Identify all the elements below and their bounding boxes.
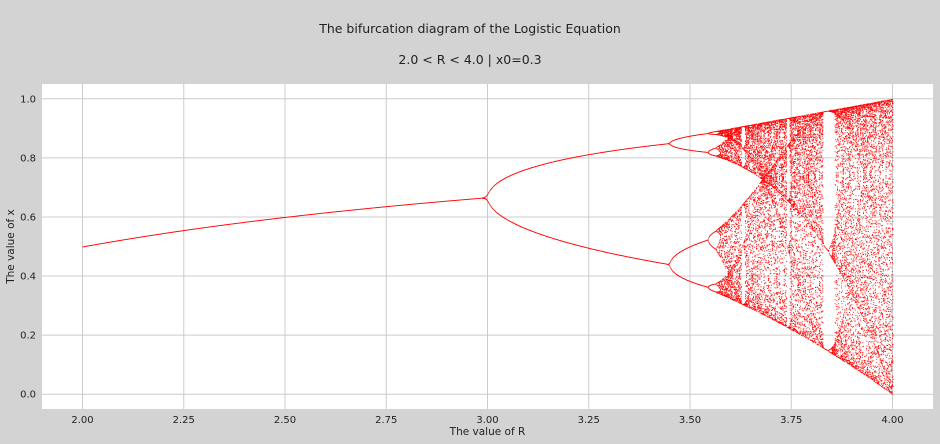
axis-ticks: 2.00 2.25 2.50 2.75 3.00 3.25 3.50 3.75 4.00 0.0 0… — [20, 94, 904, 426]
x-tick-label: 2.50 — [274, 415, 296, 426]
x-tick-label: 3.75 — [780, 415, 802, 426]
x-tick-label: 4.00 — [881, 415, 903, 426]
x-tick-label: 2.25 — [173, 415, 195, 426]
chart-subtitle: 2.0 < R < 4.0 | x0=0.3 — [398, 52, 542, 67]
y-tick-label: 1.0 — [20, 94, 36, 105]
y-axis-label: The value of x — [5, 209, 17, 285]
x-tick-label: 3.50 — [679, 415, 701, 426]
bifurcation-series — [82, 98, 894, 395]
x-axis-label: The value of R — [449, 426, 526, 438]
y-tick-label: 0.6 — [20, 212, 36, 223]
x-tick-label: 2.75 — [375, 415, 397, 426]
x-tick-label: 2.00 — [71, 415, 93, 426]
x-tick-label: 3.00 — [476, 415, 498, 426]
chart-title: The bifurcation diagram of the Logistic … — [319, 21, 621, 36]
y-tick-label: 0.2 — [20, 331, 36, 342]
y-tick-label: 0.0 — [20, 390, 36, 401]
x-tick-label: 3.25 — [578, 415, 600, 426]
grid-lines — [42, 84, 933, 409]
y-tick-label: 0.4 — [20, 272, 36, 283]
bifurcation-points — [82, 98, 894, 395]
y-tick-label: 0.8 — [20, 153, 36, 164]
